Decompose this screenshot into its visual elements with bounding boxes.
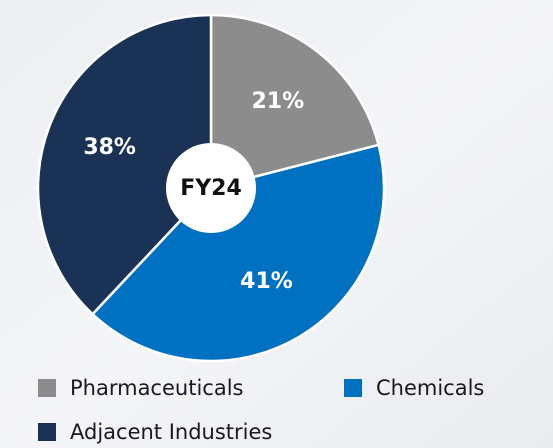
chart-title: FY24: [180, 176, 242, 201]
pie: [36, 13, 386, 363]
legend-label: Adjacent Industries: [70, 420, 272, 444]
legend-label: Pharmaceuticals: [70, 376, 243, 400]
value-label: 41%: [240, 269, 293, 294]
legend-swatch: [38, 423, 56, 441]
legend-swatch: [38, 379, 56, 397]
center-hole: [166, 143, 256, 233]
value-label: 38%: [83, 135, 136, 160]
pie-slice: [209, 13, 381, 190]
legend-label: Chemicals: [376, 376, 484, 400]
legend-swatch: [344, 379, 362, 397]
value-label: 21%: [251, 89, 304, 114]
pie-slice: [90, 143, 386, 363]
pie-slice: [36, 13, 213, 316]
